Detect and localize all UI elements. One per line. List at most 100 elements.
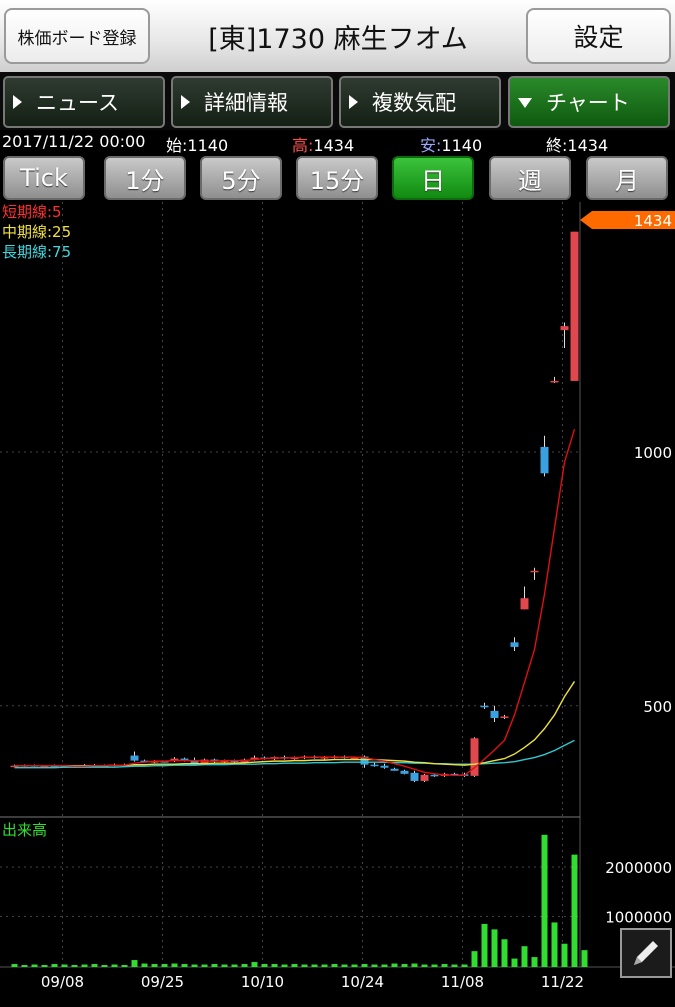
volume-bar bbox=[551, 922, 558, 967]
add-to-board-button[interactable]: 株価ボード登録 bbox=[4, 8, 150, 64]
triangle-right-icon bbox=[13, 95, 22, 109]
price-tick-label: 1000 bbox=[634, 444, 672, 462]
period-week-button[interactable]: 週 bbox=[489, 156, 571, 200]
tab-chart[interactable]: チャート bbox=[508, 76, 670, 128]
date-tick-label: 09/25 bbox=[141, 973, 184, 991]
volume-bar bbox=[521, 946, 528, 967]
tab-bar: ニュース 詳細情報 複数気配 チャート bbox=[0, 72, 675, 130]
candle-body bbox=[390, 768, 399, 771]
open-number: 1140 bbox=[187, 136, 229, 155]
volume-bar bbox=[251, 962, 258, 967]
triangle-right-icon bbox=[349, 95, 358, 109]
low-value: 安:1140 bbox=[420, 132, 482, 156]
candle-body bbox=[160, 761, 169, 763]
volume-bar bbox=[131, 960, 138, 967]
candle bbox=[370, 762, 379, 767]
volume-bar bbox=[361, 964, 368, 967]
last-price-label: 1434 bbox=[634, 212, 672, 230]
candle-body bbox=[410, 772, 419, 781]
candle-body bbox=[500, 716, 509, 718]
period-month-button[interactable]: 月 bbox=[586, 156, 668, 200]
tab-news[interactable]: ニュース bbox=[3, 76, 165, 128]
volume-bar bbox=[241, 964, 248, 967]
candle-body bbox=[130, 755, 139, 761]
candle bbox=[550, 376, 559, 383]
volume-bar bbox=[331, 964, 338, 967]
candle-body bbox=[550, 380, 559, 383]
period-15min-button[interactable]: 15分 bbox=[296, 156, 378, 200]
volume-title: 出来高 bbox=[2, 821, 47, 839]
volume-bar bbox=[541, 834, 548, 967]
volume-bar bbox=[121, 965, 128, 967]
volume-bar bbox=[81, 964, 88, 967]
volume-bar bbox=[261, 964, 268, 967]
volume-bar bbox=[511, 958, 518, 967]
candle-body bbox=[50, 765, 59, 768]
candle bbox=[530, 567, 539, 580]
candle bbox=[560, 322, 569, 348]
candle-body bbox=[380, 765, 389, 768]
candle bbox=[470, 737, 479, 777]
period-5min-button[interactable]: 5分 bbox=[200, 156, 282, 200]
volume-bar bbox=[91, 964, 98, 967]
candle-body bbox=[230, 760, 239, 763]
period-1min-button[interactable]: 1分 bbox=[104, 156, 186, 200]
price-tick-label: 500 bbox=[643, 698, 672, 716]
tab-details[interactable]: 詳細情報 bbox=[171, 76, 333, 128]
candle bbox=[510, 637, 519, 651]
candle-body bbox=[370, 764, 379, 767]
volume-bar bbox=[141, 963, 148, 967]
volume-bar bbox=[301, 964, 308, 967]
period-day-button[interactable]: 日 bbox=[392, 156, 474, 200]
settings-button[interactable]: 設定 bbox=[526, 8, 671, 64]
candle-body bbox=[430, 774, 439, 777]
candle-body bbox=[250, 757, 259, 760]
draw-tool-button[interactable] bbox=[620, 928, 672, 978]
volume-bar bbox=[501, 939, 508, 967]
volume-tick-label: 2000000 bbox=[605, 859, 672, 877]
volume-bar bbox=[191, 964, 198, 967]
triangle-down-icon bbox=[518, 98, 532, 108]
period-selector: Tick 1分 5分 15分 日 週 月 bbox=[0, 156, 675, 202]
candle-body bbox=[420, 774, 429, 781]
volume-bar bbox=[311, 964, 318, 967]
low-number: 1140 bbox=[441, 136, 483, 155]
period-tick-button[interactable]: Tick bbox=[3, 156, 85, 200]
candle bbox=[520, 586, 529, 610]
candle-body bbox=[320, 757, 329, 759]
candle-body bbox=[360, 756, 369, 765]
candle bbox=[410, 770, 419, 782]
high-label: 高: bbox=[292, 136, 314, 155]
candle-body bbox=[450, 773, 459, 776]
volume-bar bbox=[21, 965, 28, 967]
tab-label: 詳細情報 bbox=[204, 91, 288, 115]
candle bbox=[500, 714, 509, 719]
volume-bar bbox=[101, 965, 108, 967]
volume-bar bbox=[211, 964, 218, 967]
volume-bar bbox=[431, 964, 438, 967]
date-tick-label: 11/08 bbox=[441, 973, 484, 991]
volume-bar bbox=[491, 929, 498, 967]
volume-bar bbox=[451, 964, 458, 967]
ma-label: 中期線:25 bbox=[2, 223, 71, 241]
volume-bar bbox=[231, 964, 238, 967]
candle bbox=[490, 705, 499, 723]
tab-label: ニュース bbox=[36, 91, 119, 115]
volume-bar bbox=[391, 963, 398, 967]
ma-label: 短期線:5 bbox=[2, 203, 62, 221]
pencil-icon bbox=[634, 941, 658, 965]
close-label: 終: bbox=[546, 136, 568, 155]
volume-bar bbox=[561, 943, 568, 967]
tab-multi-quote[interactable]: 複数気配 bbox=[339, 76, 501, 128]
volume-bar bbox=[181, 964, 188, 967]
volume-bar bbox=[61, 964, 68, 967]
date-tick-label: 11/22 bbox=[541, 973, 584, 991]
candle-body bbox=[510, 642, 519, 647]
volume-bar bbox=[201, 964, 208, 967]
candle-body bbox=[520, 598, 529, 610]
volume-bar bbox=[161, 964, 168, 967]
candle bbox=[540, 435, 549, 477]
candlestick-chart[interactable]: 短期線:5 中期線:25 長期線:75 1434 1000 500 出来高 2000000 10… bbox=[0, 202, 675, 1007]
candle-body bbox=[560, 326, 569, 331]
ma-label: 長期線:75 bbox=[2, 243, 71, 261]
